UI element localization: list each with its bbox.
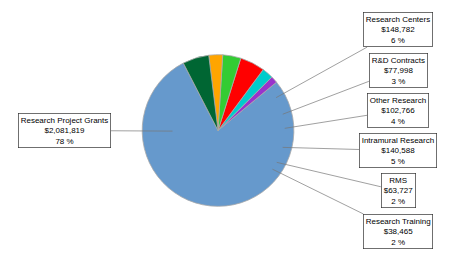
svg-text:Research Training$38,4652 %: Research Training$38,4652 %: [366, 217, 431, 247]
svg-text:Other Research$102,7664 %: Other Research$102,7664 %: [370, 96, 426, 126]
svg-text:Research Project Grants$2,081,: Research Project Grants$2,081,81978 %: [21, 116, 109, 146]
svg-text:Research Centers$148,7826 %: Research Centers$148,7826 %: [366, 15, 430, 45]
svg-text:Intramural Research$140,5885 %: Intramural Research$140,5885 %: [362, 136, 434, 166]
svg-text:R&D Contracts$77,9983 %: R&D Contracts$77,9983 %: [372, 56, 425, 86]
svg-text:RMS$63,7272 %: RMS$63,7272 %: [384, 176, 413, 206]
